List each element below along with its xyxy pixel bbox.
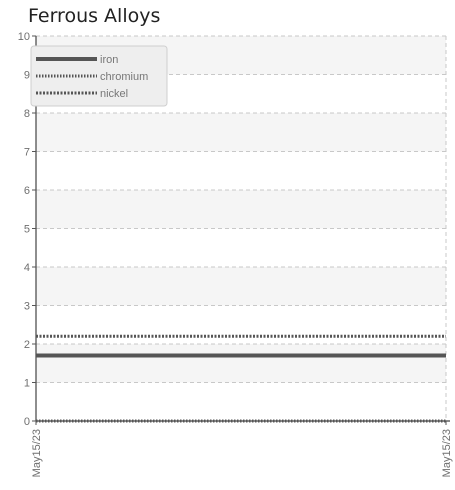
- plot-band: [36, 113, 446, 152]
- legend: iron chromium nickel: [30, 45, 168, 107]
- series-lines: [36, 334, 446, 423]
- y-tick-label: 2: [24, 339, 30, 351]
- x-tick-label: May15/23: [441, 429, 453, 477]
- plot-band: [36, 344, 446, 383]
- x-tick-label: May15/23: [31, 429, 43, 477]
- plot-background-bands: [36, 36, 446, 383]
- chart-title: Ferrous Alloys: [28, 5, 161, 27]
- plot-band: [36, 190, 446, 229]
- y-tick-label: 10: [18, 31, 30, 43]
- legend-label-iron: iron: [100, 54, 118, 66]
- legend-label-chromium: chromium: [100, 71, 148, 83]
- y-tick-label: 1: [24, 378, 30, 390]
- y-tick-label: 4: [24, 262, 30, 274]
- y-tick-label: 9: [24, 70, 30, 82]
- x-axis-ticks: May15/23 May15/23: [31, 421, 453, 477]
- y-tick-label: 0: [24, 416, 30, 428]
- y-tick-label: 8: [24, 108, 30, 120]
- plot-band: [36, 267, 446, 306]
- y-tick-label: 7: [24, 147, 30, 159]
- y-tick-label: 5: [24, 224, 30, 236]
- legend-label-nickel: nickel: [100, 88, 128, 100]
- y-tick-label: 6: [24, 185, 30, 197]
- y-tick-label: 3: [24, 301, 30, 313]
- y-axis-ticks: 0 1 2 3 4 5 6 7 8 9 10: [18, 31, 36, 428]
